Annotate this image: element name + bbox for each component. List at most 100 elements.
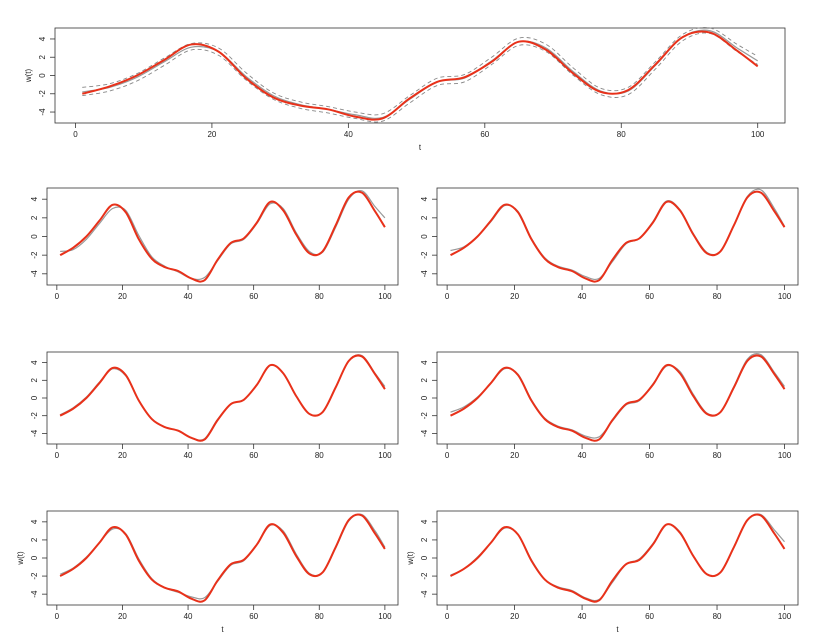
x-tick-label: 0 bbox=[445, 612, 450, 621]
x-tick-label: 20 bbox=[510, 612, 519, 621]
y-tick-label: 2 bbox=[420, 215, 429, 220]
series-line bbox=[450, 353, 785, 439]
x-tick-label: 100 bbox=[378, 612, 392, 621]
x-tick-label: 80 bbox=[713, 612, 722, 621]
x-tick-label: 40 bbox=[578, 612, 587, 621]
x-tick-label: 0 bbox=[55, 292, 60, 301]
x-tick-label: 60 bbox=[645, 451, 654, 460]
x-tick-label: 100 bbox=[778, 292, 792, 301]
y-tick-label: -4 bbox=[420, 590, 429, 598]
y-tick-label: 0 bbox=[30, 395, 39, 400]
x-tick-label: 0 bbox=[73, 130, 78, 139]
y-tick-label: -2 bbox=[420, 572, 429, 580]
y-tick-label: 2 bbox=[420, 537, 429, 542]
x-tick-label: 20 bbox=[118, 292, 127, 301]
y-tick-label: 4 bbox=[30, 519, 39, 524]
x-tick-label: 60 bbox=[249, 612, 258, 621]
y-tick-label: 0 bbox=[38, 73, 47, 78]
series-line bbox=[82, 32, 758, 123]
x-tick-label: 80 bbox=[315, 451, 324, 460]
x-tick-label: 80 bbox=[713, 451, 722, 460]
x-tick-label: 60 bbox=[249, 292, 258, 301]
x-tick-label: 100 bbox=[778, 612, 792, 621]
y-tick-label: 0 bbox=[30, 555, 39, 560]
series-line bbox=[82, 27, 758, 116]
series-line bbox=[60, 189, 386, 281]
x-tick-label: 20 bbox=[510, 451, 519, 460]
y-tick-label: 4 bbox=[30, 360, 39, 365]
x-tick-label: 40 bbox=[184, 612, 193, 621]
series-line bbox=[59, 513, 386, 600]
y-tick-label: -4 bbox=[420, 429, 429, 437]
y-tick-label: 4 bbox=[30, 196, 39, 201]
series-line bbox=[59, 354, 386, 442]
y-tick-label: 4 bbox=[420, 196, 429, 201]
y-axis-label: w(t) bbox=[406, 551, 415, 566]
y-tick-label: 0 bbox=[420, 234, 429, 239]
series-line bbox=[450, 190, 786, 283]
x-tick-label: 20 bbox=[118, 451, 127, 460]
x-tick-label: 80 bbox=[617, 130, 626, 139]
x-tick-label: 100 bbox=[378, 292, 392, 301]
y-tick-label: 4 bbox=[38, 36, 47, 41]
y-tick-label: 4 bbox=[420, 360, 429, 365]
x-tick-label: 60 bbox=[645, 612, 654, 621]
y-tick-label: 0 bbox=[420, 555, 429, 560]
x-axis-label: t bbox=[616, 625, 619, 634]
x-tick-label: 100 bbox=[378, 451, 392, 460]
y-tick-label: -2 bbox=[420, 251, 429, 259]
x-tick-label: 20 bbox=[118, 612, 127, 621]
series-line bbox=[450, 513, 785, 602]
x-axis-label: t bbox=[419, 143, 422, 152]
y-tick-label: 2 bbox=[30, 378, 39, 383]
y-tick-label: -2 bbox=[38, 90, 47, 98]
x-tick-label: 20 bbox=[207, 130, 216, 139]
y-tick-label: -2 bbox=[30, 572, 39, 580]
y-tick-label: -4 bbox=[30, 429, 39, 437]
y-axis-label: w(t) bbox=[16, 551, 25, 566]
y-tick-label: -4 bbox=[30, 590, 39, 598]
x-tick-label: 80 bbox=[315, 292, 324, 301]
x-tick-label: 60 bbox=[645, 292, 654, 301]
series-line bbox=[59, 190, 386, 283]
x-tick-label: 60 bbox=[249, 451, 258, 460]
y-tick-label: 2 bbox=[30, 537, 39, 542]
y-tick-label: 2 bbox=[30, 215, 39, 220]
y-tick-label: 0 bbox=[420, 395, 429, 400]
x-tick-label: 0 bbox=[55, 612, 60, 621]
y-tick-label: 4 bbox=[420, 519, 429, 524]
y-tick-label: -4 bbox=[30, 270, 39, 278]
y-tick-label: 2 bbox=[38, 54, 47, 59]
series-line bbox=[450, 513, 786, 603]
x-tick-label: 0 bbox=[445, 292, 450, 301]
y-axis-label: w(t) bbox=[24, 69, 33, 84]
y-tick-label: -2 bbox=[30, 251, 39, 259]
y-tick-label: -4 bbox=[420, 270, 429, 278]
x-tick-label: 60 bbox=[480, 130, 489, 139]
x-tick-label: 100 bbox=[778, 451, 792, 460]
series-line bbox=[82, 29, 759, 119]
y-tick-label: -4 bbox=[38, 108, 47, 116]
x-tick-label: 0 bbox=[445, 451, 450, 460]
series-line bbox=[450, 188, 786, 281]
x-tick-label: 20 bbox=[510, 292, 519, 301]
x-tick-label: 0 bbox=[55, 451, 60, 460]
series-line bbox=[82, 30, 759, 121]
x-tick-label: 40 bbox=[184, 451, 193, 460]
x-tick-label: 80 bbox=[315, 612, 324, 621]
x-axis-label: t bbox=[221, 625, 224, 634]
x-tick-label: 80 bbox=[713, 292, 722, 301]
y-tick-label: 0 bbox=[30, 234, 39, 239]
y-tick-label: -2 bbox=[420, 412, 429, 420]
series-line bbox=[59, 354, 386, 441]
series-line bbox=[450, 354, 786, 442]
x-tick-label: 40 bbox=[184, 292, 193, 301]
y-tick-label: -2 bbox=[30, 412, 39, 420]
y-tick-label: 2 bbox=[420, 378, 429, 383]
x-tick-label: 100 bbox=[751, 130, 765, 139]
x-tick-label: 40 bbox=[578, 292, 587, 301]
x-tick-label: 40 bbox=[344, 130, 353, 139]
series-line bbox=[59, 513, 386, 603]
x-tick-label: 40 bbox=[578, 451, 587, 460]
